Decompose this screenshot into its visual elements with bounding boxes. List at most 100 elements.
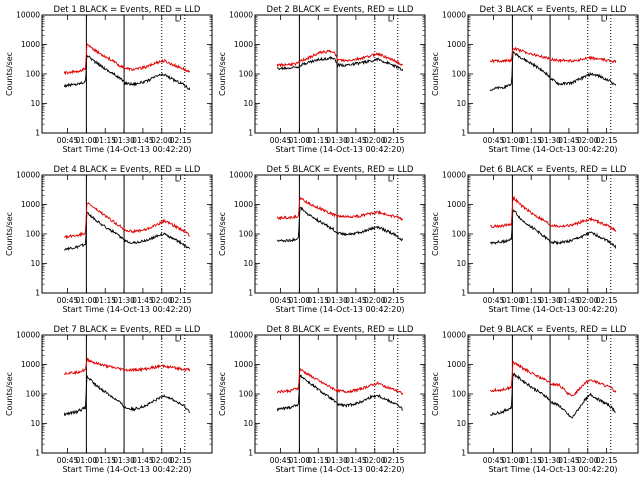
x-tick-label: 02:00 bbox=[577, 136, 599, 145]
top-marker bbox=[175, 175, 180, 182]
y-tick-label: 10000 bbox=[16, 171, 40, 180]
x-tick-label: 02:15 bbox=[596, 456, 618, 465]
x-tick-label: 02:15 bbox=[596, 296, 618, 305]
y-axis-label: Counts/sec bbox=[218, 52, 227, 96]
panel-9: Det 9 BLACK = Events, RED = LLD 1 10 100 100… bbox=[431, 325, 639, 474]
x-tick-label: 01:30 bbox=[539, 456, 561, 465]
x-tick-label: 01:30 bbox=[326, 296, 348, 305]
x-axis-label: Start Time (14-Oct-13 00:42:20) bbox=[62, 305, 191, 314]
x-tick-label: 01:30 bbox=[113, 136, 135, 145]
x-tick-label: 02:15 bbox=[170, 456, 192, 465]
panel-3: Det 3 BLACK = Events, RED = LLD 1 10 100 100… bbox=[431, 5, 639, 154]
y-tick-label: 10000 bbox=[229, 171, 253, 180]
x-tick-label: 00:45 bbox=[57, 136, 79, 145]
x-tick-label: 00:45 bbox=[483, 136, 505, 145]
y-tick-label: 100 bbox=[26, 230, 41, 239]
top-marker bbox=[175, 15, 180, 22]
y-axis-label: Counts/sec bbox=[431, 212, 440, 256]
panel-title: Det 8 BLACK = Events, RED = LLD bbox=[267, 325, 414, 335]
x-tick-label: 01:45 bbox=[132, 456, 154, 465]
plot-frame bbox=[254, 174, 426, 294]
panel-8: Det 8 BLACK = Events, RED = LLD 1 10 100 100… bbox=[218, 325, 426, 474]
y-tick-label: 10000 bbox=[16, 11, 40, 20]
x-tick-label: 01:45 bbox=[558, 296, 580, 305]
events-series-line bbox=[276, 206, 404, 243]
panel-title: Det 6 BLACK = Events, RED = LLD bbox=[480, 165, 627, 175]
x-tick-label: 02:15 bbox=[170, 296, 192, 305]
panel-title: Det 2 BLACK = Events, RED = LLD bbox=[267, 5, 414, 15]
x-tick-label: 01:00 bbox=[76, 136, 98, 145]
x-tick-label: 02:00 bbox=[364, 456, 386, 465]
y-tick-label: 1000 bbox=[234, 40, 253, 49]
x-tick-label: 02:00 bbox=[151, 136, 173, 145]
y-tick-label: 10 bbox=[30, 259, 40, 268]
lld-series-line bbox=[276, 196, 404, 221]
lld-series-line bbox=[63, 202, 190, 240]
x-axis-label: Start Time (14-Oct-13 00:42:20) bbox=[275, 465, 404, 474]
x-axis-label: Start Time (14-Oct-13 00:42:20) bbox=[488, 305, 617, 314]
x-tick-label: 00:45 bbox=[483, 296, 505, 305]
panel-title: Det 1 BLACK = Events, RED = LLD bbox=[54, 5, 201, 15]
x-tick-label: 01:30 bbox=[539, 296, 561, 305]
x-tick-label: 01:45 bbox=[558, 456, 580, 465]
x-tick-label: 02:15 bbox=[383, 296, 405, 305]
y-tick-label: 10 bbox=[456, 99, 466, 108]
x-tick-label: 01:00 bbox=[502, 456, 524, 465]
y-tick-label: 10000 bbox=[442, 171, 466, 180]
x-tick-label: 01:00 bbox=[76, 296, 98, 305]
x-tick-label: 01:00 bbox=[289, 456, 311, 465]
x-tick-label: 01:15 bbox=[307, 136, 329, 145]
panel-title: Det 3 BLACK = Events, RED = LLD bbox=[480, 5, 627, 15]
x-axis-label: Start Time (14-Oct-13 00:42:20) bbox=[62, 465, 191, 474]
panel-title: Det 9 BLACK = Events, RED = LLD bbox=[480, 325, 627, 335]
y-tick-label: 1000 bbox=[21, 200, 40, 209]
top-marker bbox=[388, 175, 393, 182]
x-axis-label: Start Time (14-Oct-13 00:42:20) bbox=[275, 305, 404, 314]
y-axis-label: Counts/sec bbox=[5, 212, 14, 256]
y-tick-label: 100 bbox=[452, 70, 467, 79]
x-axis-label: Start Time (14-Oct-13 00:42:20) bbox=[488, 465, 617, 474]
top-marker bbox=[175, 335, 180, 342]
x-tick-label: 01:30 bbox=[113, 456, 135, 465]
y-tick-label: 1000 bbox=[447, 200, 466, 209]
panel-title: Det 7 BLACK = Events, RED = LLD bbox=[54, 325, 201, 335]
events-series-line bbox=[277, 55, 404, 71]
x-tick-label: 02:00 bbox=[151, 456, 173, 465]
x-tick-label: 01:15 bbox=[307, 456, 329, 465]
lld-series-line bbox=[276, 367, 404, 396]
y-tick-label: 1 bbox=[248, 449, 253, 458]
panel-5: Det 5 BLACK = Events, RED = LLD 1 10 100 100… bbox=[218, 165, 426, 314]
x-tick-label: 01:45 bbox=[345, 136, 367, 145]
x-tick-label: 01:15 bbox=[520, 136, 542, 145]
top-marker bbox=[601, 335, 606, 342]
events-series-line bbox=[276, 374, 404, 412]
y-axis-label: Counts/sec bbox=[431, 52, 440, 96]
lld-series-line bbox=[489, 46, 617, 64]
events-series-line bbox=[489, 209, 617, 249]
y-tick-label: 10 bbox=[243, 99, 253, 108]
x-tick-label: 01:00 bbox=[502, 136, 524, 145]
y-tick-label: 100 bbox=[26, 390, 41, 399]
top-marker bbox=[601, 15, 606, 22]
x-tick-label: 01:45 bbox=[345, 296, 367, 305]
panel-title: Det 5 BLACK = Events, RED = LLD bbox=[267, 165, 414, 175]
x-axis-label: Start Time (14-Oct-13 00:42:20) bbox=[275, 145, 404, 154]
y-tick-label: 100 bbox=[26, 70, 41, 79]
plot-frame bbox=[41, 334, 213, 454]
y-tick-label: 1000 bbox=[234, 360, 253, 369]
x-tick-label: 01:30 bbox=[539, 136, 561, 145]
x-tick-label: 01:45 bbox=[132, 296, 154, 305]
x-tick-label: 01:30 bbox=[326, 456, 348, 465]
y-tick-label: 1 bbox=[248, 129, 253, 138]
y-axis-label: Counts/sec bbox=[431, 372, 440, 416]
y-axis-label: Counts/sec bbox=[5, 372, 14, 416]
panel-7: Det 7 BLACK = Events, RED = LLD 1 10 100 100… bbox=[5, 325, 213, 474]
y-tick-label: 10000 bbox=[16, 331, 40, 340]
x-tick-label: 02:15 bbox=[170, 136, 192, 145]
y-tick-label: 1 bbox=[35, 129, 40, 138]
lld-series-line bbox=[489, 195, 617, 233]
y-tick-label: 1000 bbox=[21, 40, 40, 49]
y-tick-label: 1 bbox=[461, 129, 466, 138]
